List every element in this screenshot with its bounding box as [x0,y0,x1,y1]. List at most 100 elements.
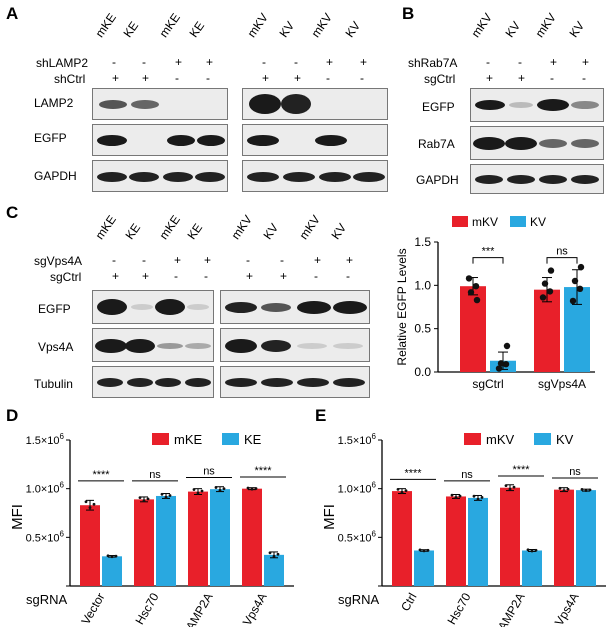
lane-label: mKE [92,10,119,40]
y-tick-exponent: 6 [60,432,65,441]
x-tick-label: LAMP2A [180,591,216,627]
data-point [160,492,164,496]
data-point [558,486,562,490]
treat-sign: + [582,55,590,69]
data-point [480,496,484,499]
data-point [250,487,254,491]
data-point [222,487,226,491]
treat-sign: + [142,269,150,283]
y-tick-mantissa: 0.5×10 [338,532,372,544]
band [131,100,159,109]
bar-ke-vector [102,556,122,586]
data-point [473,296,481,304]
legend-label: mKV [486,432,515,447]
treat-sign: + [206,55,214,69]
significance-label: ns [203,465,215,477]
data-point [106,554,110,558]
legend-label: KV [530,215,546,229]
bar-kv-lamp2a [522,550,542,586]
band [475,100,505,110]
x-tick-label: Vps4A [240,591,270,627]
legend-swatch [152,433,169,445]
treat-sign: + [550,55,558,69]
band [505,137,537,150]
bar-mke-vector [80,505,100,586]
data-point [541,280,549,287]
data-point [571,277,579,285]
data-point [450,493,454,497]
lane-label: KV [328,220,350,242]
y-tick-exponent: 6 [372,481,377,490]
y-tick-label: 1.0×106 [338,481,377,496]
treat-sign: - [246,253,250,267]
data-point [577,263,585,271]
treat-sign: + [112,269,120,283]
lane-label: mKE [156,212,183,242]
data-point [196,491,200,495]
significance-label: ns [149,469,161,481]
band [297,378,329,387]
data-point [114,554,118,558]
blot-strip [470,164,604,194]
blot-strip [220,290,370,324]
significance-label: **** [404,467,422,479]
treatment-label-sgctrl: sgCtrl [424,72,456,86]
data-point [508,487,512,491]
treatment-label-sgvps4a: sgVps4A [34,254,83,268]
treat-sign: + [314,253,322,267]
treat-sign: + [175,55,183,69]
data-point [218,488,222,492]
bar-mke-lamp2a [188,491,208,586]
band [129,172,159,182]
y-tick-label: 1.5×106 [338,432,377,447]
band [97,135,127,146]
data-point [504,484,508,488]
treat-sign: - [518,55,522,69]
treatment-label-shrab7a: shRab7A [408,56,458,70]
data-point [580,488,584,491]
blot-label-egfp: EGFP [422,100,455,114]
treat-sign: - [346,269,350,283]
x-tick-label: Hsc70 [132,590,161,627]
y-tick-mantissa: 1.5×10 [338,435,372,447]
data-point [512,485,516,489]
bar-mkv-sgvps4a [534,289,560,372]
band [97,172,127,182]
blot-label-egfp: EGFP [34,131,67,145]
band [249,94,281,114]
data-point [404,489,408,493]
blot-strip [242,160,388,192]
x-axis-prefix: sgRNA [26,592,68,607]
lane-label: KV [502,18,524,40]
lane-label: KE [186,18,208,40]
band [247,135,279,146]
data-point [588,488,592,492]
bar-ke-vps4a [264,554,284,586]
blot-strip [242,124,388,156]
bar-mkv-lamp2a [500,487,520,586]
x-tick-label: Ctrl [398,591,419,614]
data-point [146,497,150,501]
treat-sign: - [486,55,490,69]
data-point [276,552,280,556]
data-point [569,297,577,305]
data-point [168,494,172,497]
band [297,343,327,349]
blot-label-gapdh: GAPDH [416,173,459,187]
treat-sign: - [204,269,208,283]
data-point [200,489,204,493]
data-point [418,548,422,552]
band [185,343,211,349]
bar-mkv-sgctrl [460,286,486,372]
blot-strip [92,290,214,324]
data-point [138,496,142,500]
band [225,302,257,313]
y-axis-title: MFI [9,504,26,530]
data-point [110,555,114,559]
treat-sign: - [280,253,284,267]
treat-sign: + [174,253,182,267]
y-tick-mantissa: 0.5×10 [26,532,60,544]
treat-sign: + [112,71,120,85]
band [99,100,127,109]
treat-sign: - [326,71,330,85]
